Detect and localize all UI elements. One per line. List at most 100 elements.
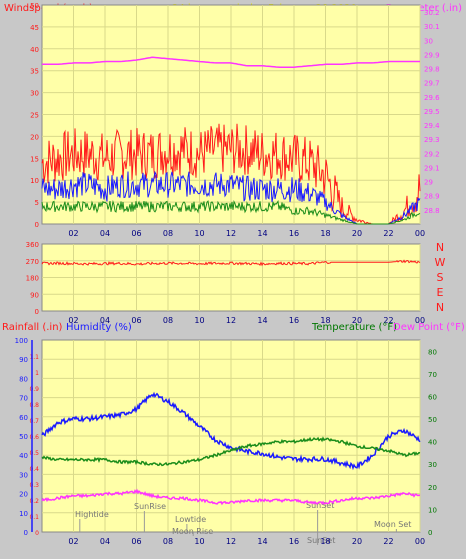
climate-xtick-label: 12 <box>226 537 236 546</box>
baro-ytick-label: 30.2 <box>424 9 440 17</box>
dir-xtick-label: 16 <box>289 316 299 325</box>
dir-xtick-label: 12 <box>226 316 236 325</box>
rain-ytick-label: 0 <box>35 530 39 537</box>
humidity-ytick-label: 20 <box>19 491 28 499</box>
wind-ytick-label: 30 <box>30 90 39 98</box>
dir-ytick-label: 270 <box>26 258 39 266</box>
climate-xtick-label: 22 <box>383 537 393 546</box>
humidity-ytick-label: 70 <box>19 395 28 403</box>
baro-ytick-label: 29 <box>424 179 433 187</box>
dewpoint-axis-title: Dew Point (°F) <box>393 322 465 333</box>
climate-xtick-label: 06 <box>131 537 141 546</box>
baro-ytick-label: 29.9 <box>424 51 440 59</box>
rain-ytick-label: 0.9 <box>29 386 39 393</box>
rain-ytick-label: 0.6 <box>29 434 39 441</box>
wind-xtick-label: 10 <box>194 229 204 238</box>
climate-xtick-label: 18 <box>320 537 330 546</box>
wind-xtick-label: 16 <box>289 229 299 238</box>
baro-ytick-label: 29.2 <box>424 150 440 158</box>
climate-xtick-label: 16 <box>289 537 299 546</box>
event-label: Hightide <box>75 510 109 519</box>
wind-direction-line <box>41 259 421 267</box>
dir-xtick-label: 06 <box>131 316 141 325</box>
wind-ytick-label: 50 <box>30 2 39 10</box>
baro-ytick-label: 28.8 <box>424 207 440 215</box>
wind-xtick-label: 08 <box>163 229 173 238</box>
humidity-ytick-label: 10 <box>19 510 28 518</box>
dir-xtick-label: 00 <box>415 316 425 325</box>
compass-label: E <box>437 286 444 299</box>
dir-xtick-label: 14 <box>257 316 267 325</box>
wind-ytick-label: 20 <box>30 133 39 141</box>
wind-xtick-label: 12 <box>226 229 236 238</box>
rain-ytick-label: 0.2 <box>29 498 39 505</box>
compass-label: W <box>435 256 446 269</box>
dir-xtick-label: 04 <box>100 316 110 325</box>
wind-xtick-label: 22 <box>383 229 393 238</box>
event-label: SunSet <box>306 501 334 510</box>
wind-ytick-label: 35 <box>30 68 39 76</box>
dir-xtick-label: 20 <box>352 316 362 325</box>
humidity-ytick-label: 50 <box>19 433 28 441</box>
event-label: Moon Set <box>374 520 411 529</box>
rain-ytick-label: 0.8 <box>29 402 39 409</box>
baro-ytick-label: 30.1 <box>424 23 440 31</box>
barometer-axis-title: Barometer (.in) <box>386 3 462 14</box>
humidity-ytick-label: 0 <box>24 529 28 537</box>
baro-ytick-label: 29.6 <box>424 94 440 102</box>
wind-xtick-label: 06 <box>131 229 141 238</box>
rain-ytick-label: 0.7 <box>29 418 39 425</box>
baro-ytick-label: 29.3 <box>424 136 440 144</box>
wind-ytick-label: 15 <box>30 155 39 163</box>
wind-ytick-label: 0 <box>35 221 39 229</box>
compass-label: N <box>436 241 444 254</box>
temp-ytick-label: 20 <box>428 484 437 492</box>
temperature-line <box>41 436 421 467</box>
rain-ytick-label: 0.1 <box>29 514 39 521</box>
climate-xtick-label: 10 <box>194 537 204 546</box>
humidity-ytick-label: 80 <box>19 375 28 383</box>
temp-ytick-label: 10 <box>428 506 437 514</box>
baro-ytick-label: 30 <box>424 37 433 45</box>
dir-xtick-label: 18 <box>320 316 330 325</box>
event-label: SunRise <box>134 502 166 511</box>
dir-ytick-label: 0 <box>35 308 39 316</box>
event-label: SunSet <box>307 536 335 545</box>
humidity-line <box>41 391 421 471</box>
baro-ytick-label: 29.7 <box>424 80 440 88</box>
dir-xtick-label: 10 <box>194 316 204 325</box>
climate-xtick-label: 14 <box>257 537 267 546</box>
temp-ytick-label: 0 <box>428 529 432 537</box>
humidity-ytick-label: 90 <box>19 356 28 364</box>
compass-label: N <box>436 301 444 314</box>
wind-xtick-label: 04 <box>100 229 110 238</box>
humidity-axis-title: Humidity (%) <box>66 322 132 333</box>
temp-ytick-label: 30 <box>428 461 437 469</box>
wind-xtick-label: 14 <box>257 229 267 238</box>
rainfall-axis-title: Rainfall (.in) <box>2 322 63 333</box>
wind-xtick-label: 18 <box>320 229 330 238</box>
temp-ytick-label: 80 <box>428 348 437 356</box>
wind-ytick-label: 5 <box>35 199 39 207</box>
wind-ytick-label: 25 <box>30 112 39 120</box>
humidity-ytick-label: 60 <box>19 414 28 422</box>
temp-ytick-label: 70 <box>428 371 437 379</box>
wind-gust-line <box>41 123 421 225</box>
dew_point-line <box>41 488 421 506</box>
wind-ytick-label: 40 <box>30 46 39 54</box>
rain-ytick-label: 1.1 <box>29 354 39 361</box>
event-label: Moon Rise <box>172 527 213 536</box>
baro-ytick-label: 29.1 <box>424 164 440 172</box>
barometer-line <box>42 56 420 68</box>
wind-ytick-label: 45 <box>30 24 39 32</box>
climate-xtick-label: 20 <box>352 537 362 546</box>
dir-ytick-label: 180 <box>26 275 39 283</box>
temp-ytick-label: 60 <box>428 393 437 401</box>
climate-xtick-label: 02 <box>68 537 78 546</box>
dir-xtick-label: 08 <box>163 316 173 325</box>
rain-ytick-label: 0.5 <box>29 450 39 457</box>
climate-xtick-label: 04 <box>100 537 110 546</box>
dir-xtick-label: 22 <box>383 316 393 325</box>
